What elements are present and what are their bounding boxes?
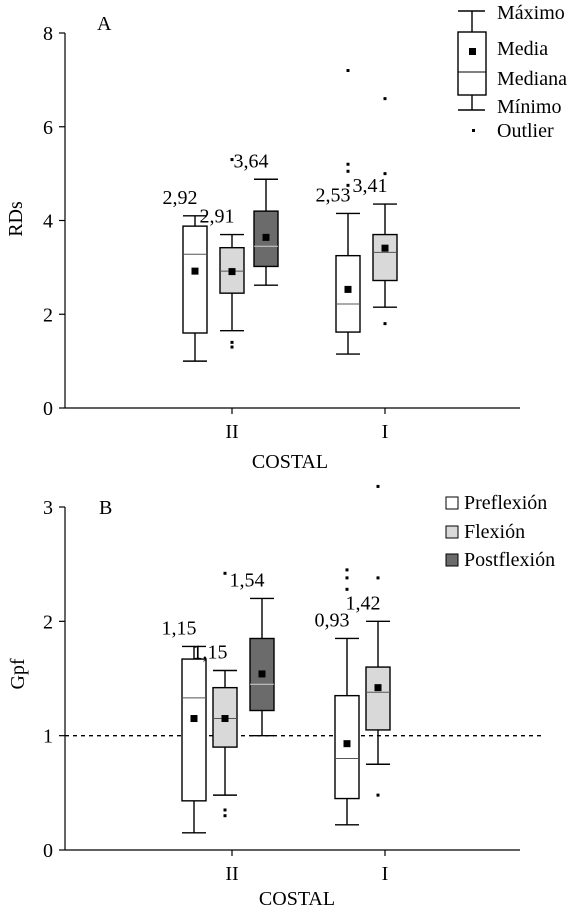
outlier-point: [346, 162, 350, 166]
panel-b-xlabel: COSTAL: [259, 888, 335, 910]
y-tick-label: 6: [43, 117, 53, 139]
mean-value-label: 1,15: [162, 617, 197, 639]
box-I-Preflexión: 2,53: [316, 69, 361, 355]
y-tick-label: 4: [43, 211, 53, 233]
panel-a-ylabel: RDs: [5, 201, 27, 237]
mean-marker: [381, 244, 389, 252]
y-tick-label: 0: [43, 398, 53, 420]
iqr-box: [181, 658, 207, 802]
outlier-point: [223, 571, 227, 575]
mean-marker: [228, 268, 236, 276]
legend-mean-marker: [469, 48, 476, 55]
outlier-point: [383, 97, 387, 101]
legend-outlier-marker: [472, 129, 475, 132]
box-I-Preflexión: 0,93: [315, 568, 360, 826]
x-tick-label: II: [225, 863, 238, 885]
iqr-box: [182, 225, 208, 334]
mean-marker: [343, 740, 351, 748]
y-tick-label: 3: [43, 497, 53, 519]
outlier-point: [383, 322, 387, 326]
mean-value-label: 1,54: [230, 569, 265, 591]
legend-box: [457, 31, 487, 96]
box-I-Flexión: 1,42: [346, 484, 391, 797]
y-tick-label: 1: [43, 726, 53, 748]
mean-marker: [262, 233, 270, 241]
panel-a-label: A: [97, 13, 112, 35]
iqr-box: [335, 254, 361, 333]
legend-label-postflexion: Postflexión: [464, 549, 555, 571]
mean-value-label: 1,15: [193, 641, 228, 663]
panel-b-ylabel: Gpf: [7, 658, 29, 689]
y-tick-label: 0: [43, 840, 53, 862]
outlier-point: [230, 340, 234, 344]
outlier-point: [383, 172, 387, 176]
legend-label-flexion: Flexión: [464, 521, 525, 543]
box-II-Preflexión: 1,15: [162, 617, 207, 834]
panel-b-label: B: [99, 497, 112, 519]
legend-swatch-flexion: [445, 525, 459, 539]
mean-marker: [191, 267, 199, 275]
mean-value-label: 2,53: [316, 184, 351, 206]
legend-max-label: Máximo: [497, 2, 565, 24]
mean-value-label: 2,92: [163, 187, 198, 209]
box-legend: Máximo Media Mediana Mínimo Outlier: [457, 2, 567, 142]
mean-marker: [258, 670, 266, 678]
legend-swatch-preflexion: [445, 496, 459, 510]
outlier-point: [376, 576, 380, 580]
outlier-point: [346, 183, 350, 187]
y-tick-label: 8: [43, 23, 53, 45]
outlier-point: [346, 169, 350, 173]
mean-value-label: 1,42: [346, 592, 381, 614]
y-tick-label: 2: [43, 611, 53, 633]
outlier-point: [223, 814, 227, 818]
mean-value-label: 2,91: [200, 206, 235, 228]
panel-a-xlabel: COSTAL: [252, 451, 328, 473]
legend-outlier-label: Outlier: [497, 120, 554, 142]
mean-marker: [344, 285, 352, 293]
box-I-Flexión: 3,41: [353, 97, 398, 326]
mean-marker: [221, 715, 229, 723]
mean-value-label: 0,93: [315, 609, 350, 631]
outlier-point: [346, 69, 350, 72]
outlier-point: [345, 568, 349, 572]
outlier-point: [345, 587, 349, 591]
series-legend: Preflexión Flexión Postflexión: [445, 492, 555, 571]
outlier-point: [376, 484, 380, 488]
outlier-point: [345, 576, 349, 580]
box-II-Flexión: 2,91: [200, 158, 245, 349]
mean-marker: [190, 715, 198, 723]
x-tick-label: I: [382, 421, 389, 443]
iqr-box: [365, 666, 391, 731]
box-II-Flexión: 1,15: [193, 571, 238, 818]
legend-median-label: Mediana: [497, 68, 567, 90]
legend-label-preflexion: Preflexión: [464, 492, 547, 514]
legend-swatch-postflexion: [445, 553, 459, 567]
legend-mean-label: Media: [497, 38, 548, 60]
box-II-Postflexión: 1,54: [230, 569, 275, 737]
mean-value-label: 3,64: [234, 150, 269, 172]
box-II-Preflexión: 2,92: [163, 187, 208, 362]
outlier-point: [230, 345, 234, 349]
mean-value-label: 3,41: [353, 175, 388, 197]
x-tick-label: II: [225, 421, 238, 443]
box-II-Postflexión: 3,64: [234, 150, 279, 286]
mean-marker: [374, 684, 382, 692]
y-tick-label: 2: [43, 304, 53, 326]
outlier-point: [223, 808, 227, 812]
legend-min-label: Mínimo: [497, 96, 561, 118]
outlier-point: [376, 793, 380, 797]
x-tick-label: I: [382, 863, 389, 885]
outlier-point: [230, 158, 234, 162]
iqr-box: [372, 233, 398, 282]
